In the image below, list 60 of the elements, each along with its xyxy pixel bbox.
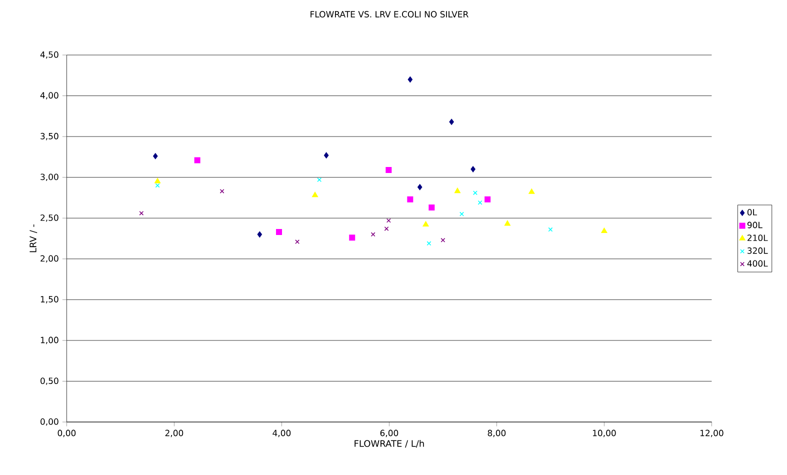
y-tick-label: 1,50 [40, 296, 58, 304]
point [349, 234, 356, 241]
point [428, 204, 435, 211]
point [440, 238, 446, 242]
point [548, 227, 553, 232]
x-axis-title: FLOWRATE / L/h [354, 440, 424, 448]
point [194, 157, 200, 164]
point [408, 76, 413, 82]
legend-label: 320L [748, 247, 768, 254]
y-tick-label: 3,50 [40, 132, 58, 140]
point [257, 231, 262, 238]
point [417, 184, 422, 190]
y-tick-label: 2,00 [40, 255, 58, 263]
point [484, 196, 491, 202]
legend-label: 90L [747, 222, 762, 228]
point [317, 178, 322, 182]
point [153, 153, 158, 160]
point [276, 228, 282, 235]
point [460, 212, 464, 216]
point [386, 166, 392, 173]
legend-label: 0L [747, 208, 757, 216]
point [312, 192, 318, 198]
y-axis-title: LRV / - [30, 224, 38, 252]
y-tick-label: 2,50 [40, 214, 58, 222]
point [139, 210, 144, 216]
point [384, 226, 389, 231]
x-tick-label: 12,00 [700, 430, 724, 438]
point [155, 183, 160, 188]
point [601, 228, 608, 234]
x-tick-label: 8,00 [488, 430, 506, 438]
y-tick-label: 4,50 [40, 51, 58, 59]
point [407, 196, 414, 202]
point [154, 178, 161, 184]
x-tick-label: 10,00 [592, 430, 616, 438]
chart-title: FLOWRATE VS. LRV E.COLI NO SILVER [310, 11, 468, 18]
x-tick-label: 4,00 [272, 430, 291, 438]
point [370, 232, 376, 237]
y-tick-label: 4,00 [40, 92, 58, 100]
x-tick-label: 0,00 [58, 430, 76, 438]
point [422, 221, 429, 227]
y-tick-label: 0,50 [40, 378, 58, 385]
point [220, 188, 224, 194]
legend-label: 210L [748, 234, 768, 242]
point [528, 188, 535, 194]
point [478, 200, 482, 205]
point [386, 218, 391, 223]
point [426, 241, 432, 246]
legend-label: 400L [747, 260, 768, 267]
point [504, 220, 510, 226]
x-tick-label: 6,00 [380, 430, 398, 438]
y-tick-label: 3,00 [40, 174, 58, 181]
point [470, 166, 476, 172]
y-tick-label: 1,00 [40, 336, 58, 344]
point [449, 118, 454, 125]
y-tick-label: 0,00 [40, 418, 58, 426]
point [324, 152, 329, 158]
x-tick-label: 2,00 [165, 430, 184, 438]
point [454, 188, 460, 194]
point [295, 240, 300, 244]
point [472, 190, 478, 196]
